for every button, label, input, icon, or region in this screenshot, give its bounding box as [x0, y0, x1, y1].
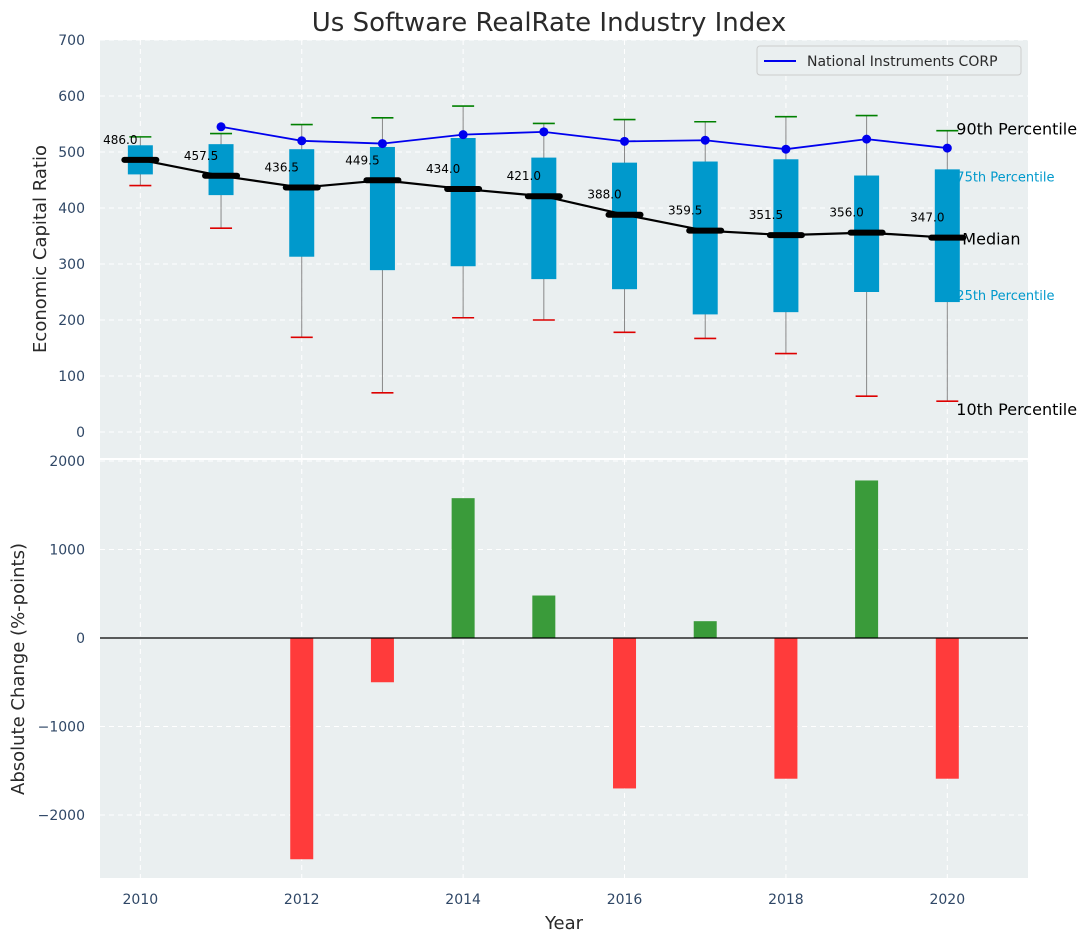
company-point: [942, 143, 952, 153]
change-bar: [532, 595, 556, 638]
median-annotation: Median: [962, 230, 1020, 249]
company-point: [216, 122, 226, 132]
box: [450, 138, 476, 267]
median-label: 388.0: [587, 188, 621, 202]
change-bar: [613, 638, 637, 789]
x-tick-label: 2018: [768, 892, 804, 908]
bottom-y-tick-label: 1000: [49, 543, 85, 559]
box: [612, 162, 638, 290]
top-y-tick-label: 200: [58, 313, 85, 329]
top-y-tick-label: 400: [58, 201, 85, 217]
company-point: [297, 136, 307, 146]
x-tick-label: 2012: [284, 892, 320, 908]
bottom-marks: [100, 480, 1028, 860]
top-y-axis-label: Economic Capital Ratio: [30, 145, 51, 353]
x-tick-label: 2016: [607, 892, 643, 908]
median-label: 356.0: [829, 206, 863, 220]
top-marks: 486.0 457.5 436.5 449.5 434.0 421.0 388.0 359.5…: [103, 105, 1077, 419]
box: [531, 157, 557, 280]
median-label: 359.5: [668, 204, 702, 218]
bottom-y-tick-label: 2000: [49, 454, 85, 470]
bottom-y-ticks: −2000 −1000 0 1000 2000: [38, 454, 85, 824]
change-bar: [693, 621, 717, 638]
p75-annotation: 75th Percentile: [956, 170, 1054, 185]
x-axis-label: Year: [544, 913, 584, 934]
company-line: [220, 125, 948, 151]
legend: National Instruments CORP: [756, 45, 1022, 76]
p25-annotation: 25th Percentile: [956, 289, 1054, 304]
top-y-ticks: 0 100 200 300 400 500 600 700: [58, 33, 85, 441]
change-bar: [451, 498, 475, 638]
p10-annotation: 10th Percentile: [956, 400, 1077, 419]
top-y-tick-label: 100: [58, 369, 85, 385]
box: [692, 161, 718, 315]
change-bar: [774, 638, 798, 779]
company-point: [700, 135, 710, 145]
median-label: 436.5: [265, 161, 299, 175]
legend-company-label: National Instruments CORP: [807, 54, 998, 70]
bottom-y-axis-label: Absolute Change (%-points): [8, 543, 29, 795]
bottom-y-tick-label: 0: [76, 631, 85, 647]
top-y-tick-label: 600: [58, 89, 85, 105]
company-point: [539, 127, 549, 137]
x-ticks: 2010 2012 2014 2016 2018 2020: [123, 892, 966, 908]
top-y-tick-label: 0: [76, 425, 85, 441]
x-tick-label: 2014: [445, 892, 481, 908]
top-y-tick-label: 300: [58, 257, 85, 273]
x-tick-label: 2010: [123, 892, 159, 908]
company-point: [377, 139, 387, 149]
median-label: 486.0: [103, 133, 137, 147]
change-bar: [290, 638, 314, 860]
company-point: [781, 144, 791, 154]
bottom-panel: −2000 −1000 0 1000 2000 Absolute Change (%-p…: [8, 454, 1028, 878]
median-label: 449.5: [345, 153, 379, 167]
bottom-y-tick-label: −2000: [38, 808, 85, 824]
chart-title: Us Software RealRate Industry Index: [312, 8, 786, 38]
median-label: 351.5: [749, 208, 783, 222]
median-label: 421.0: [507, 169, 541, 183]
company-point: [458, 130, 468, 140]
p90-annotation: 90th Percentile: [956, 120, 1077, 139]
median-label: 457.5: [184, 149, 218, 163]
change-bar: [935, 638, 959, 779]
box: [208, 144, 234, 196]
company-point: [620, 136, 630, 146]
top-y-tick-label: 500: [58, 145, 85, 161]
median-label: 434.0: [426, 162, 460, 176]
company-point: [862, 134, 872, 144]
legend-box: [756, 45, 1022, 76]
top-panel-background: [100, 40, 1028, 458]
x-tick-label: 2020: [929, 892, 965, 908]
top-panel: 0 100 200 300 400 500 600 700 486.0 457.5 436.5 44…: [30, 33, 1077, 458]
box: [289, 149, 315, 257]
top-y-tick-label: 700: [58, 33, 85, 49]
median-label: 347.0: [910, 211, 944, 225]
box: [369, 146, 395, 271]
change-bar: [370, 638, 394, 683]
change-bar: [855, 480, 879, 638]
bottom-y-tick-label: −1000: [38, 720, 85, 736]
